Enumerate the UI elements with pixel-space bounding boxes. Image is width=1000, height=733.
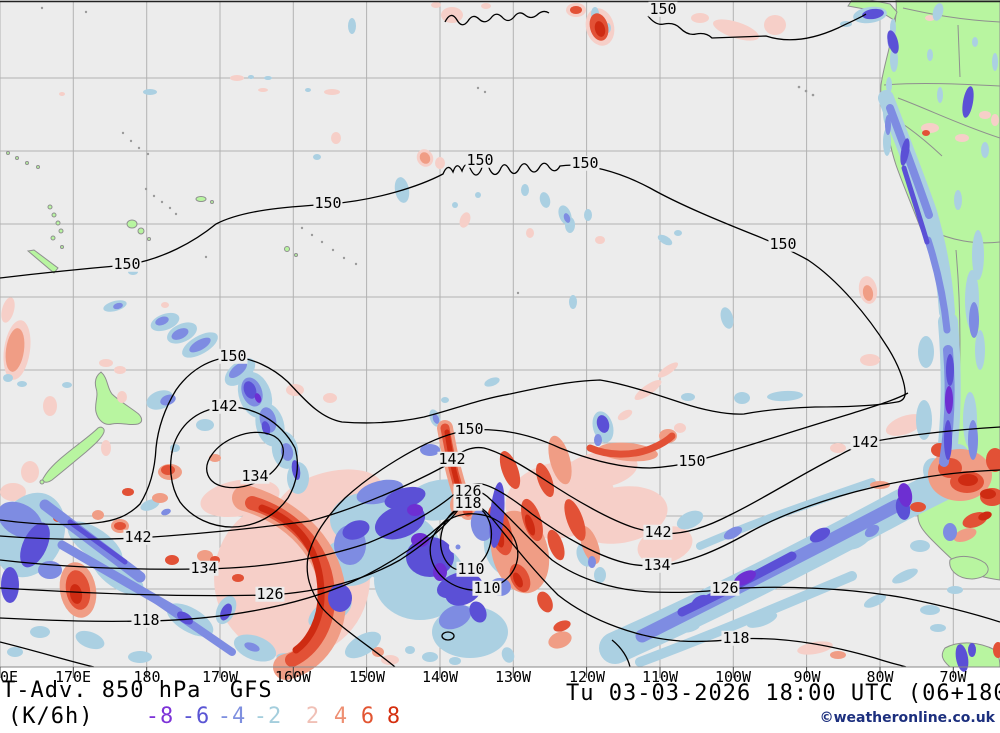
- contour-value-label: 142: [123, 527, 153, 546]
- contour-value-label: 150: [465, 150, 495, 169]
- copyright-notice: ©weatheronline.co.uk: [819, 710, 995, 726]
- contour-150-top: [444, 10, 867, 41]
- longitude-label: 170E: [54, 668, 92, 686]
- longitude-label: 160W: [274, 668, 312, 686]
- advection-map-canvas: [0, 0, 1000, 680]
- contour-value-label: 126: [710, 578, 740, 597]
- longitude-ticks: [0, 667, 954, 678]
- contour-value-label: 150: [677, 451, 707, 470]
- nz-north-island: [94, 371, 143, 426]
- contour-value-label: 110: [472, 578, 502, 597]
- contour-value-label: 150: [455, 419, 485, 438]
- cool-advection-strong: [1, 8, 976, 672]
- longitude-label: 100W: [714, 668, 752, 686]
- legend-value-4: 4: [333, 704, 349, 729]
- legend-value--2: -2: [253, 704, 283, 729]
- longitude-label: 70W: [939, 668, 967, 686]
- contour-value-label: 118: [721, 628, 751, 647]
- contour-value-label: 142: [643, 522, 673, 541]
- contour-134-grand: [0, 469, 1000, 570]
- longitude-label: 160E: [0, 668, 19, 686]
- longitude-label: 170W: [201, 668, 239, 686]
- pacific-islands: [6, 151, 298, 257]
- contour-value-label: 126: [255, 584, 285, 603]
- contour-150-main: [0, 162, 906, 526]
- contour-value-label: 118: [453, 493, 483, 512]
- contour-value-label: 110: [456, 559, 486, 578]
- contour-value-label: 150: [570, 153, 600, 172]
- stewart-island: [39, 479, 45, 485]
- contour-value-label: 150: [112, 254, 142, 273]
- unit-label: (K/6h): [8, 704, 94, 729]
- valid-datetime: Tu 03-03-2026 18:00 UTC (06+180): [566, 681, 1000, 706]
- nz-south-island: [42, 426, 105, 483]
- contour-value-label: 150: [313, 193, 343, 212]
- contour-value-label: 142: [209, 396, 239, 415]
- new-caledonia: [26, 249, 59, 274]
- longitude-label: 110W: [641, 668, 679, 686]
- legend-value-2: 2: [305, 704, 321, 729]
- contour-value-label: 150: [648, 0, 678, 18]
- map-title: T-Adv. 850 hPa GFS: [2, 678, 273, 703]
- contour-value-label: 134: [642, 555, 672, 574]
- contour-value-label: 134: [240, 466, 270, 485]
- longitude-label: 180: [133, 668, 161, 686]
- contour-small-ring: [441, 631, 455, 641]
- longitude-label: 150W: [348, 668, 386, 686]
- legend-value--8: -8: [145, 704, 175, 729]
- longitude-label: 130W: [494, 668, 532, 686]
- contour-se-bit: [611, 639, 631, 668]
- contour-110-outer: [429, 513, 519, 591]
- legend-value--6: -6: [181, 704, 211, 729]
- contour-value-label: 142: [437, 449, 467, 468]
- longitude-label: 80W: [866, 668, 894, 686]
- legend-value-8: 8: [386, 704, 402, 729]
- longitude-label: 90W: [793, 668, 821, 686]
- cyclone-eye-dot: [455, 544, 461, 550]
- contour-118-grand: [0, 502, 907, 668]
- contour-value-label: 134: [189, 558, 219, 577]
- contour-126-grand: [0, 490, 1000, 623]
- contour-sw-corner: [0, 641, 95, 668]
- tierra-del-fuego: [949, 555, 989, 580]
- contour-value-label: 118: [131, 610, 161, 629]
- legend-value-6: 6: [360, 704, 376, 729]
- contour-value-label: 126: [453, 481, 483, 500]
- legend-value--4: -4: [217, 704, 247, 729]
- longitude-label: 120W: [568, 668, 606, 686]
- longitude-label: 140W: [421, 668, 459, 686]
- contour-value-label: 150: [218, 346, 248, 365]
- contour-value-label: 150: [768, 234, 798, 253]
- contour-142-grand: [0, 426, 1000, 540]
- contour-value-label: 142: [850, 432, 880, 451]
